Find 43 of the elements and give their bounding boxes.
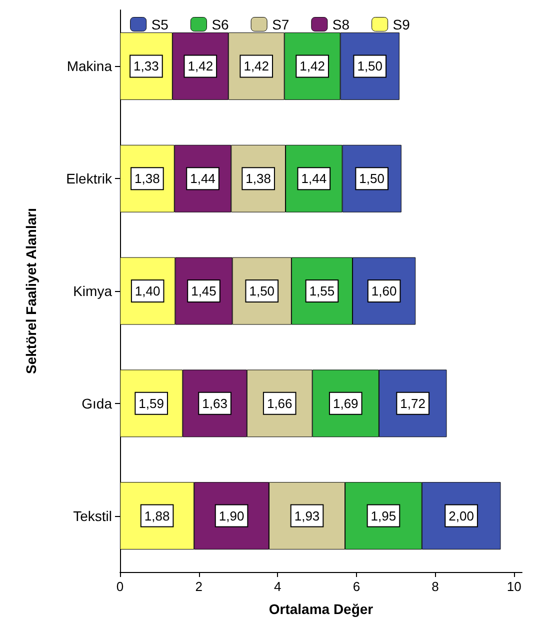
- x-tick-label: 0: [116, 579, 124, 594]
- data-label: 1,45: [191, 284, 216, 298]
- data-label: 1,42: [244, 58, 270, 74]
- data-label: 1,90: [218, 508, 244, 524]
- legend-label: S8: [332, 16, 350, 32]
- x-tick-label: 10: [506, 579, 522, 594]
- data-label: 1,60: [371, 284, 397, 298]
- data-label: 1,50: [249, 284, 275, 298]
- y-axis-title: Sektörel Faaliyet Alanları: [23, 208, 39, 374]
- data-label: 1,66: [266, 396, 292, 411]
- legend-label: S9: [392, 16, 410, 32]
- data-label: 1,69: [332, 396, 358, 411]
- x-tick-label: 8: [432, 579, 439, 594]
- legend-label: S5: [151, 16, 169, 32]
- legend-label: S7: [272, 16, 290, 32]
- legend-label: S6: [212, 16, 230, 32]
- y-tick-label: Elektrik: [66, 170, 113, 187]
- x-axis-title: Ortalama Değer: [268, 601, 374, 617]
- data-label: 1,63: [202, 396, 228, 411]
- x-tick-label: 2: [195, 579, 202, 594]
- data-label: 1,72: [400, 396, 426, 411]
- data-label: 1,93: [294, 508, 320, 524]
- data-label: 1,59: [138, 396, 164, 411]
- data-label: 1,38: [134, 171, 160, 186]
- data-label: 1,44: [190, 171, 216, 186]
- data-label: 1,38: [246, 171, 271, 186]
- x-tick-label: 4: [274, 579, 282, 594]
- data-label: 1,55: [309, 284, 335, 298]
- data-label: 1,44: [301, 171, 327, 186]
- data-label: 1,42: [188, 58, 214, 74]
- y-tick-label: Tekstil: [73, 508, 112, 524]
- y-tick-label: Makina: [66, 58, 112, 74]
- data-label: 1,88: [144, 508, 170, 524]
- x-tick-label: 6: [352, 579, 360, 594]
- y-tick-label: Kimya: [73, 283, 112, 299]
- data-label: 2,00: [448, 508, 474, 524]
- data-label: 1,50: [359, 171, 384, 186]
- data-label: 1,33: [134, 58, 159, 74]
- data-label: 1,40: [134, 284, 160, 298]
- y-tick-label: Gıda: [82, 395, 112, 412]
- data-label: 1,42: [300, 58, 325, 74]
- data-label: 1,95: [370, 508, 396, 524]
- data-label: 1,50: [357, 58, 383, 74]
